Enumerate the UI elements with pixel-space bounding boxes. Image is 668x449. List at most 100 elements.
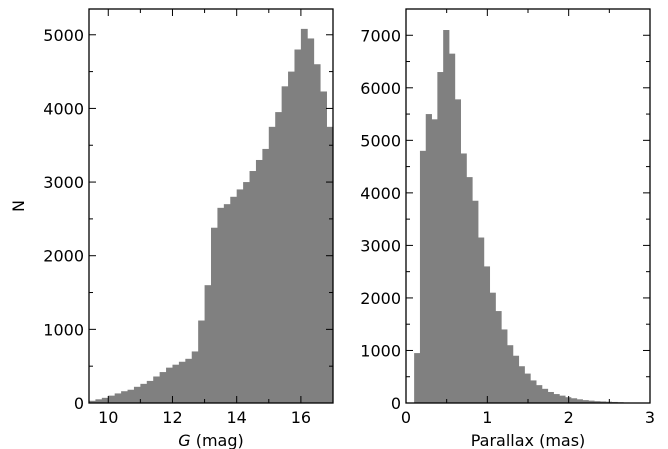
bar-parallax-16 — [507, 345, 514, 403]
x-axis-label-left: G (mag) — [178, 431, 244, 449]
bar-g-mag-10 — [153, 376, 161, 403]
bar-g-mag-15 — [185, 358, 193, 403]
bar-parallax-27 — [570, 398, 578, 403]
bar-parallax-20 — [530, 380, 537, 403]
bar-g-mag-32 — [294, 49, 302, 403]
y-axis-label-left: N — [9, 200, 28, 212]
bar-parallax-6 — [448, 53, 456, 404]
bar-g-mag-33 — [300, 28, 308, 403]
bar-g-mag-25 — [249, 171, 257, 403]
y-tick-label-parallax: 2000 — [360, 289, 401, 308]
bar-parallax-3 — [431, 119, 438, 403]
bar-parallax-0 — [414, 353, 421, 403]
bar-parallax-13 — [489, 292, 496, 403]
bar-g-mag-20 — [217, 207, 225, 403]
x-axis-label-right: Parallax (mas) — [471, 431, 586, 449]
bar-parallax-31 — [594, 401, 601, 403]
bar-parallax-9 — [466, 177, 473, 403]
bar-parallax-18 — [518, 366, 525, 403]
y-tick-label-g-mag: 1000 — [43, 320, 84, 339]
x-tick-label-parallax: 3 — [645, 408, 655, 427]
bar-g-mag-13 — [172, 364, 180, 403]
bar-parallax-17 — [512, 355, 520, 403]
x-tick-label-parallax: 2 — [564, 408, 574, 427]
bar-parallax-5 — [443, 30, 450, 403]
bar-parallax-10 — [472, 200, 479, 403]
bar-parallax-24 — [553, 394, 560, 403]
bar-g-mag-31 — [288, 71, 295, 403]
bar-g-mag-17 — [198, 320, 205, 403]
bar-g-mag-29 — [275, 112, 283, 403]
bar-g-mag-23 — [236, 189, 244, 403]
bar-g-mag-12 — [166, 367, 173, 403]
bar-g-mag-27 — [262, 148, 270, 403]
bar-parallax-21 — [536, 385, 543, 403]
bar-parallax-30 — [588, 400, 595, 403]
y-tick-label-parallax: 5000 — [360, 131, 401, 150]
bar-g-mag-9 — [146, 380, 154, 403]
bar-g-mag-8 — [140, 383, 148, 403]
bar-g-mag-26 — [255, 159, 263, 403]
bar-g-mag-16 — [191, 351, 199, 403]
y-tick-label-g-mag: 2000 — [43, 247, 84, 266]
bar-g-mag-7 — [133, 386, 141, 403]
bar-g-mag-5 — [121, 391, 128, 403]
y-tick-label-parallax: 1000 — [360, 341, 401, 360]
bar-parallax-2 — [425, 114, 432, 403]
histogram-g-magnitude: 10 12 14 16 0 1000 2000 3000 4000 5000 G (mag) N — [9, 8, 334, 449]
bar-parallax-11 — [478, 237, 485, 403]
x-tick-label-g-mag: 10 — [98, 408, 118, 427]
bar-parallax-1 — [419, 150, 427, 403]
bar-parallax-19 — [524, 373, 531, 403]
bars-parallax — [414, 30, 636, 404]
bar-g-mag-35 — [313, 64, 321, 403]
bar-parallax-28 — [576, 399, 583, 403]
y-tick-label-g-mag: 5000 — [43, 26, 84, 45]
y-tick-label-parallax: 7000 — [360, 26, 401, 45]
plot-frame-left — [88, 8, 334, 404]
x-tick-label-g-mag: 16 — [291, 408, 311, 427]
bar-g-mag-28 — [268, 126, 276, 403]
ticks-right: 0 1 2 3 0 1000 2000 3000 4000 5000 6000 7000 — [360, 8, 655, 427]
bar-g-mag-34 — [307, 38, 315, 404]
y-tick-label-g-mag: 3000 — [43, 173, 84, 192]
bar-parallax-23 — [547, 391, 554, 403]
x-axis-label-italic: G — [178, 431, 190, 449]
bar-parallax-7 — [454, 99, 461, 404]
bar-parallax-29 — [582, 400, 589, 403]
bar-g-mag-3 — [108, 395, 116, 403]
ticks-left: 10 12 14 16 0 1000 2000 3000 4000 5000 — [43, 9, 334, 427]
x-tick-label-g-mag: 12 — [162, 408, 182, 427]
bar-parallax-8 — [460, 153, 467, 403]
bar-g-mag-6 — [127, 389, 135, 403]
bar-parallax-14 — [495, 311, 502, 403]
bar-g-mag-14 — [178, 361, 186, 403]
bar-g-mag-2 — [101, 397, 109, 403]
bar-g-mag-0 — [89, 400, 96, 403]
bar-g-mag-21 — [223, 204, 231, 403]
bar-g-mag-24 — [243, 182, 250, 403]
bar-g-mag-1 — [95, 399, 103, 403]
bar-parallax-12 — [483, 266, 491, 403]
bar-g-mag-11 — [159, 372, 167, 403]
bar-g-mag-19 — [211, 227, 218, 403]
x-axis-label-unit: (mag) — [191, 431, 244, 449]
y-tick-label-g-mag: 0 — [74, 394, 84, 413]
x-tick-label-g-mag: 14 — [227, 408, 247, 427]
bar-g-mag-37 — [326, 126, 334, 403]
y-tick-label-g-mag: 4000 — [43, 99, 84, 118]
y-tick-label-parallax: 0 — [391, 394, 401, 413]
bar-g-mag-22 — [230, 196, 238, 403]
y-tick-label-parallax: 4000 — [360, 184, 401, 203]
bars-g-magnitude — [89, 28, 334, 404]
x-tick-label-parallax: 1 — [482, 408, 492, 427]
bar-parallax-25 — [559, 395, 566, 403]
y-tick-label-parallax: 3000 — [360, 236, 401, 255]
y-tick-label-parallax: 6000 — [360, 79, 401, 98]
bar-g-mag-30 — [281, 86, 289, 403]
bar-parallax-15 — [501, 329, 508, 403]
bar-g-mag-18 — [204, 285, 212, 403]
x-tick-label-parallax: 0 — [401, 408, 411, 427]
bar-parallax-4 — [437, 72, 444, 403]
